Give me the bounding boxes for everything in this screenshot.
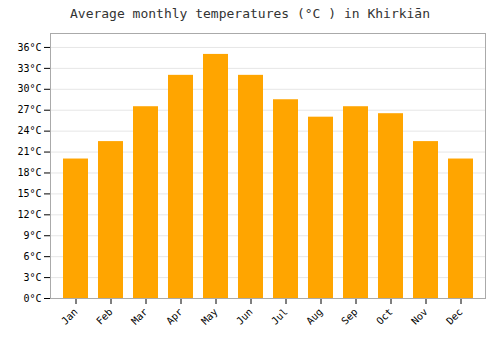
svg-text:27°C: 27°C — [17, 104, 41, 115]
svg-text:Oct: Oct — [374, 306, 395, 327]
svg-text:33°C: 33°C — [17, 63, 41, 74]
svg-text:Dec: Dec — [444, 306, 465, 327]
svg-text:May: May — [199, 306, 220, 327]
svg-text:3°C: 3°C — [23, 272, 41, 283]
svg-text:6°C: 6°C — [23, 251, 41, 262]
html-text:Average monthly temperatures (: Average monthly temperatures (°C ) in Kh… — [70, 6, 430, 21]
svg-text:15°C: 15°C — [17, 188, 41, 199]
svg-text:0°C: 0°C — [23, 293, 41, 304]
svg-text:Sep: Sep — [339, 306, 360, 327]
svg-text:9°C: 9°C — [23, 230, 41, 241]
svg-text:21°C: 21°C — [17, 146, 41, 157]
svg-text:Apr: Apr — [164, 306, 185, 327]
svg-text:12°C: 12°C — [17, 209, 41, 220]
svg-text:24°C: 24°C — [17, 125, 41, 136]
svg-text:30°C: 30°C — [17, 83, 41, 94]
svg-text:Aug: Aug — [304, 306, 325, 327]
svg-text:18°C: 18°C — [17, 167, 41, 178]
svg-text:Feb: Feb — [94, 306, 115, 327]
svg-text:Jul: Jul — [269, 306, 290, 327]
svg-text:Nov: Nov — [409, 306, 430, 327]
svg-text:Mar: Mar — [129, 306, 150, 327]
svg-text:Jun: Jun — [234, 306, 255, 327]
svg-text:36°C: 36°C — [17, 42, 41, 53]
svg-text:Jan: Jan — [59, 306, 80, 327]
